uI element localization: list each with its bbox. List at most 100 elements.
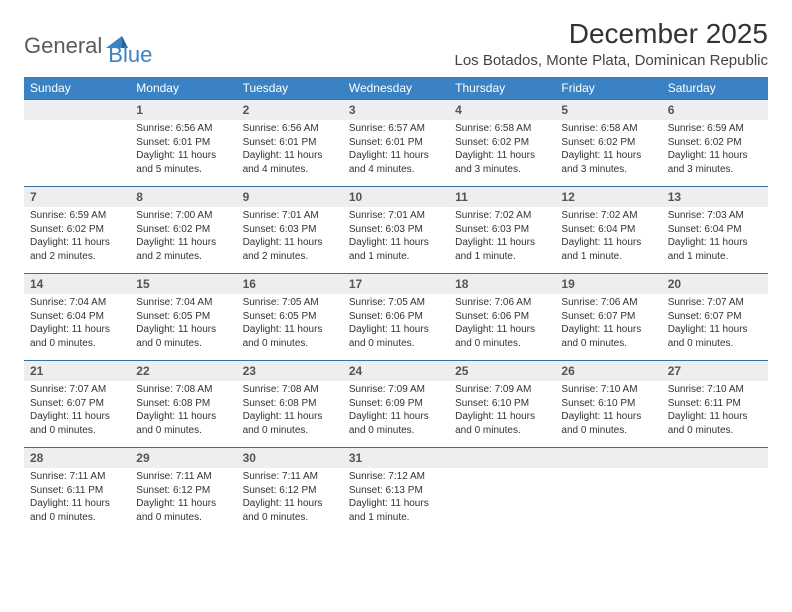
sunset-line: Sunset: 6:12 PM — [243, 484, 337, 498]
logo-text-blue: Blue — [108, 42, 152, 68]
day-number: 18 — [449, 274, 555, 294]
day-number: 1 — [130, 100, 236, 120]
sunset-line: Sunset: 6:09 PM — [349, 397, 443, 411]
day-info-cell — [24, 120, 130, 187]
sunrise-line: Sunrise: 7:04 AM — [136, 296, 230, 310]
day-info-cell: Sunrise: 6:58 AMSunset: 6:02 PMDaylight:… — [555, 120, 661, 187]
daylight-line: Daylight: 11 hours and 0 minutes. — [561, 323, 655, 350]
day-number-cell: 15 — [130, 274, 236, 295]
day-number-cell: 4 — [449, 100, 555, 121]
sunset-line: Sunset: 6:06 PM — [455, 310, 549, 324]
sunset-line: Sunset: 6:07 PM — [30, 397, 124, 411]
daylight-line: Daylight: 11 hours and 1 minute. — [349, 497, 443, 524]
day-info-cell: Sunrise: 7:09 AMSunset: 6:09 PMDaylight:… — [343, 381, 449, 448]
day-info-cell: Sunrise: 7:11 AMSunset: 6:12 PMDaylight:… — [130, 468, 236, 534]
sunrise-line: Sunrise: 6:59 AM — [30, 209, 124, 223]
sunset-line: Sunset: 6:02 PM — [136, 223, 230, 237]
sunset-line: Sunset: 6:03 PM — [455, 223, 549, 237]
daylight-line: Daylight: 11 hours and 0 minutes. — [668, 323, 762, 350]
day-info-cell: Sunrise: 7:08 AMSunset: 6:08 PMDaylight:… — [130, 381, 236, 448]
sunset-line: Sunset: 6:02 PM — [668, 136, 762, 150]
sunrise-line: Sunrise: 7:02 AM — [455, 209, 549, 223]
sunset-line: Sunset: 6:07 PM — [668, 310, 762, 324]
day-number-cell: 3 — [343, 100, 449, 121]
day-number-cell: 6 — [662, 100, 768, 121]
day-number-row: 14151617181920 — [24, 274, 768, 295]
sunrise-line: Sunrise: 7:01 AM — [243, 209, 337, 223]
daylight-line: Daylight: 11 hours and 0 minutes. — [30, 497, 124, 524]
daylight-line: Daylight: 11 hours and 4 minutes. — [349, 149, 443, 176]
sunrise-line: Sunrise: 7:11 AM — [243, 470, 337, 484]
sunrise-line: Sunrise: 6:59 AM — [668, 122, 762, 136]
day-number: 8 — [130, 187, 236, 207]
day-number-cell: 27 — [662, 361, 768, 382]
day-number-row: 78910111213 — [24, 187, 768, 208]
day-number: 24 — [343, 361, 449, 381]
day-number: 15 — [130, 274, 236, 294]
day-number-cell: 21 — [24, 361, 130, 382]
daylight-line: Daylight: 11 hours and 2 minutes. — [243, 236, 337, 263]
day-number-row: 21222324252627 — [24, 361, 768, 382]
day-number: 23 — [237, 361, 343, 381]
day-info-cell: Sunrise: 7:01 AMSunset: 6:03 PMDaylight:… — [343, 207, 449, 274]
day-info-cell: Sunrise: 6:58 AMSunset: 6:02 PMDaylight:… — [449, 120, 555, 187]
day-number-cell: 28 — [24, 448, 130, 469]
daylight-line: Daylight: 11 hours and 3 minutes. — [455, 149, 549, 176]
daylight-line: Daylight: 11 hours and 1 minute. — [455, 236, 549, 263]
sunrise-line: Sunrise: 7:09 AM — [455, 383, 549, 397]
day-number-cell: 11 — [449, 187, 555, 208]
day-info-cell: Sunrise: 6:56 AMSunset: 6:01 PMDaylight:… — [237, 120, 343, 187]
daylight-line: Daylight: 11 hours and 2 minutes. — [136, 236, 230, 263]
day-info-cell: Sunrise: 6:56 AMSunset: 6:01 PMDaylight:… — [130, 120, 236, 187]
weekday-header: Tuesday — [237, 77, 343, 100]
daylight-line: Daylight: 11 hours and 0 minutes. — [30, 323, 124, 350]
logo: General Blue — [24, 24, 152, 68]
sunrise-line: Sunrise: 7:02 AM — [561, 209, 655, 223]
daylight-line: Daylight: 11 hours and 0 minutes. — [668, 410, 762, 437]
page-title: December 2025 — [454, 18, 768, 50]
sunset-line: Sunset: 6:08 PM — [136, 397, 230, 411]
calendar-table: Sunday Monday Tuesday Wednesday Thursday… — [24, 77, 768, 534]
day-number: 3 — [343, 100, 449, 120]
day-info-row: Sunrise: 7:04 AMSunset: 6:04 PMDaylight:… — [24, 294, 768, 361]
daylight-line: Daylight: 11 hours and 0 minutes. — [243, 323, 337, 350]
daylight-line: Daylight: 11 hours and 0 minutes. — [136, 497, 230, 524]
daylight-line: Daylight: 11 hours and 2 minutes. — [30, 236, 124, 263]
page-subtitle: Los Botados, Monte Plata, Dominican Repu… — [454, 52, 768, 69]
day-number: 9 — [237, 187, 343, 207]
sunset-line: Sunset: 6:10 PM — [561, 397, 655, 411]
sunset-line: Sunset: 6:08 PM — [243, 397, 337, 411]
day-number-cell: 24 — [343, 361, 449, 382]
day-number-cell: 7 — [24, 187, 130, 208]
daylight-line: Daylight: 11 hours and 3 minutes. — [668, 149, 762, 176]
day-number: 10 — [343, 187, 449, 207]
day-info-cell: Sunrise: 7:06 AMSunset: 6:07 PMDaylight:… — [555, 294, 661, 361]
sunset-line: Sunset: 6:06 PM — [349, 310, 443, 324]
day-number: 4 — [449, 100, 555, 120]
daylight-line: Daylight: 11 hours and 4 minutes. — [243, 149, 337, 176]
weekday-header: Friday — [555, 77, 661, 100]
day-number: 16 — [237, 274, 343, 294]
day-number-cell: 25 — [449, 361, 555, 382]
sunrise-line: Sunrise: 7:08 AM — [136, 383, 230, 397]
day-number-cell: 2 — [237, 100, 343, 121]
day-info-row: Sunrise: 6:59 AMSunset: 6:02 PMDaylight:… — [24, 207, 768, 274]
day-number: 27 — [662, 361, 768, 381]
day-number: 14 — [24, 274, 130, 294]
day-info-cell: Sunrise: 6:59 AMSunset: 6:02 PMDaylight:… — [24, 207, 130, 274]
day-info-cell: Sunrise: 7:00 AMSunset: 6:02 PMDaylight:… — [130, 207, 236, 274]
day-info-cell: Sunrise: 7:05 AMSunset: 6:05 PMDaylight:… — [237, 294, 343, 361]
daylight-line: Daylight: 11 hours and 0 minutes. — [243, 497, 337, 524]
day-number: 7 — [24, 187, 130, 207]
weekday-header: Wednesday — [343, 77, 449, 100]
day-number-cell: 29 — [130, 448, 236, 469]
sunrise-line: Sunrise: 6:58 AM — [561, 122, 655, 136]
day-number: 22 — [130, 361, 236, 381]
sunrise-line: Sunrise: 7:05 AM — [243, 296, 337, 310]
day-number: 25 — [449, 361, 555, 381]
weekday-header: Thursday — [449, 77, 555, 100]
logo-text-general: General — [24, 33, 102, 59]
day-info-cell: Sunrise: 6:57 AMSunset: 6:01 PMDaylight:… — [343, 120, 449, 187]
sunset-line: Sunset: 6:05 PM — [243, 310, 337, 324]
sunrise-line: Sunrise: 7:07 AM — [668, 296, 762, 310]
